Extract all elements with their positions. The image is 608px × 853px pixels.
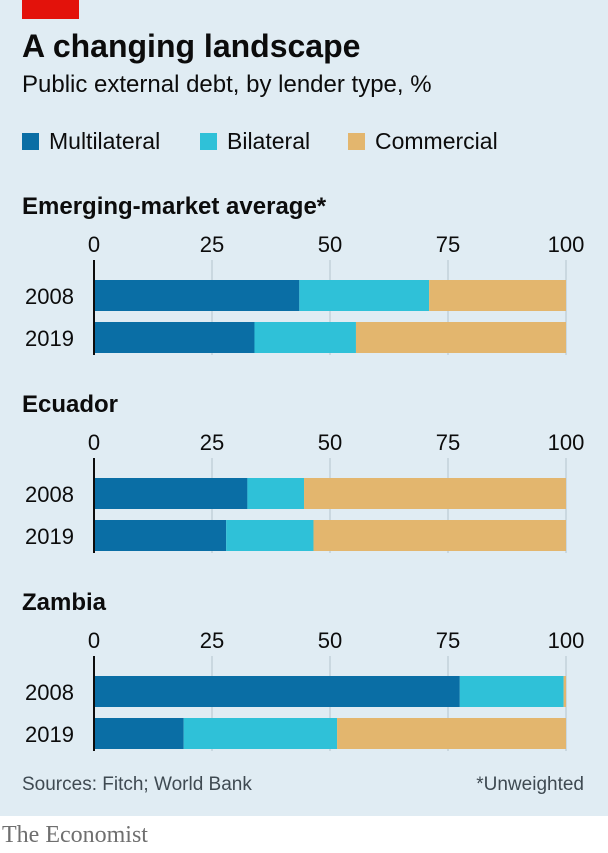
bar-commercial-2008 <box>304 478 566 509</box>
chart-title: A changing landscape <box>22 28 361 64</box>
category-label-2019: 2019 <box>25 524 74 549</box>
footnote: *Unweighted <box>476 774 584 795</box>
tick-label-25: 25 <box>200 430 224 455</box>
section-title-ecuador: Ecuador <box>22 391 119 418</box>
legend-swatch-commercial <box>348 133 365 150</box>
bar-bilateral-2019 <box>183 718 338 749</box>
bar-multilateral-2008 <box>94 280 300 311</box>
tick-label-75: 75 <box>436 628 460 653</box>
chart-zambia: 0 25 50 75 100 2008 2019 <box>25 628 585 751</box>
brand-red-tag <box>22 0 79 19</box>
tick-label-100: 100 <box>548 232 585 257</box>
legend-swatch-bilateral <box>200 133 217 150</box>
tick-label-100: 100 <box>548 430 585 455</box>
tick-label-0: 0 <box>88 232 100 257</box>
category-label-2008: 2008 <box>25 482 74 507</box>
chart-subtitle: Public external debt, by lender type, % <box>22 71 432 98</box>
section-title-zambia: Zambia <box>22 589 107 616</box>
chart-ecuador: 0 25 50 75 100 2008 2019 <box>25 430 585 553</box>
bar-commercial-2008 <box>563 676 566 707</box>
bar-commercial-2019 <box>313 520 566 551</box>
category-label-2019: 2019 <box>25 326 74 351</box>
tick-label-25: 25 <box>200 628 224 653</box>
bar-commercial-2008 <box>429 280 566 311</box>
tick-label-50: 50 <box>318 628 342 653</box>
bar-bilateral-2019 <box>254 322 356 353</box>
tick-label-25: 25 <box>200 232 224 257</box>
legend-label-commercial: Commercial <box>375 128 498 154</box>
economist-brand: The Economist <box>2 822 148 848</box>
tick-label-0: 0 <box>88 628 100 653</box>
bar-bilateral-2008 <box>459 676 564 707</box>
legend-swatch-multilateral <box>22 133 39 150</box>
tick-label-75: 75 <box>436 232 460 257</box>
tick-label-0: 0 <box>88 430 100 455</box>
bar-multilateral-2019 <box>94 520 227 551</box>
tick-label-50: 50 <box>318 232 342 257</box>
tick-label-100: 100 <box>548 628 585 653</box>
bar-multilateral-2019 <box>94 718 184 749</box>
tick-label-75: 75 <box>436 430 460 455</box>
legend-label-bilateral: Bilateral <box>227 128 311 154</box>
bar-bilateral-2008 <box>299 280 430 311</box>
category-label-2008: 2008 <box>25 680 74 705</box>
bar-commercial-2019 <box>337 718 566 749</box>
section-title-emerging-market: Emerging-market average* <box>22 193 327 220</box>
legend-label-multilateral: Multilateral <box>49 128 161 154</box>
chart-panel: A changing landscape Public external deb… <box>0 0 608 816</box>
category-label-2008: 2008 <box>25 284 74 309</box>
bar-multilateral-2008 <box>94 478 248 509</box>
bar-bilateral-2019 <box>226 520 314 551</box>
bar-commercial-2019 <box>355 322 566 353</box>
bar-bilateral-2008 <box>247 478 305 509</box>
tick-label-50: 50 <box>318 430 342 455</box>
chart-emerging-market: 0 25 50 75 100 2008 2019 <box>25 232 585 355</box>
source-note: Sources: Fitch; World Bank <box>22 774 252 795</box>
category-label-2019: 2019 <box>25 722 74 747</box>
bar-multilateral-2019 <box>94 322 255 353</box>
bar-multilateral-2008 <box>94 676 460 707</box>
